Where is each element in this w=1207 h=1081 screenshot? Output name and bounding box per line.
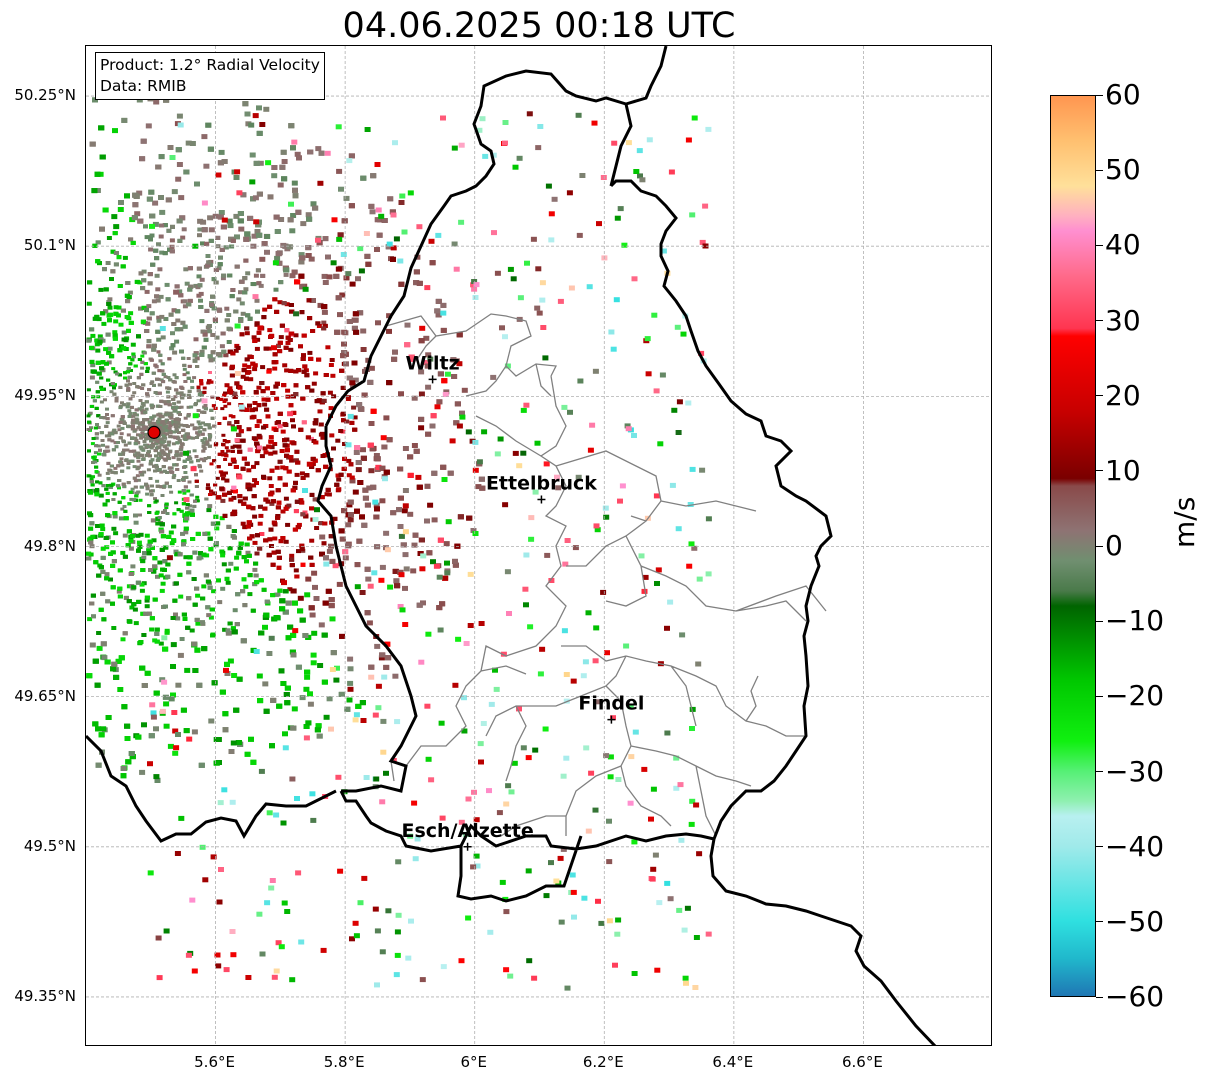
lat-tick-label: 49.95°N xyxy=(14,386,76,405)
colorbar-tick-mark xyxy=(1096,94,1103,96)
lat-tick-label: 49.8°N xyxy=(23,536,76,555)
colorbar-tick-mark xyxy=(1096,244,1103,246)
colorbar-tick-mark xyxy=(1096,395,1103,397)
radar-echoes xyxy=(86,88,712,991)
lon-tick-label: 6.6°E xyxy=(842,1053,883,1071)
grid-lines xyxy=(86,46,991,1045)
data-source-label: Data: RMIB xyxy=(100,77,187,95)
colorbar-tick-label: 60 xyxy=(1105,78,1141,111)
radar-map[interactable]: Wiltz Ettelbruck Findel Esch/Alzette xyxy=(86,46,992,1046)
borders xyxy=(86,46,937,1045)
luxembourg-border xyxy=(316,69,833,903)
east-border xyxy=(709,838,937,1045)
city-marker xyxy=(428,375,437,384)
lon-tick-label: 5.8°E xyxy=(323,1053,365,1071)
canton-boundaries xyxy=(385,313,827,837)
colorbar-tick-label: 10 xyxy=(1105,453,1141,487)
map-title: 04.06.2025 00:18 UTC xyxy=(342,6,736,46)
lon-tick-label: 6°E xyxy=(460,1053,487,1071)
colorbar-tick-label: 40 xyxy=(1105,228,1141,262)
lat-tick-label: 49.65°N xyxy=(14,686,76,705)
colorbar-tick-label: 20 xyxy=(1105,378,1141,412)
colorbar-tick-label: −20 xyxy=(1105,679,1165,713)
colorbar-tick-label: 50 xyxy=(1105,153,1141,187)
colorbar-tick-mark xyxy=(1096,620,1103,622)
colorbar-tick-mark xyxy=(1096,470,1103,472)
city-label: Wiltz xyxy=(406,352,460,374)
colorbar-tick-label: 30 xyxy=(1105,303,1141,337)
colorbar-tick-label: −30 xyxy=(1105,754,1165,788)
colorbar-tick-mark xyxy=(1096,169,1103,171)
map-panel[interactable]: Wiltz Ettelbruck Findel Esch/Alzette xyxy=(85,45,992,1046)
lat-tick-label: 50.25°N xyxy=(14,86,76,105)
colorbar-tick-mark xyxy=(1096,771,1103,772)
colorbar-tick-mark xyxy=(1096,921,1103,923)
colorbar-tick-label: −10 xyxy=(1105,604,1165,638)
west-inner-border xyxy=(326,261,391,426)
colorbar-unit-label: m/s xyxy=(1168,496,1201,548)
colorbar-tick-mark xyxy=(1096,846,1103,848)
city-label: Findel xyxy=(578,693,644,715)
lon-tick-label: 5.6°E xyxy=(194,1053,235,1071)
city-label: Esch/Alzette xyxy=(401,820,533,842)
north-border xyxy=(625,46,668,106)
colorbar-tick-label: −40 xyxy=(1105,829,1165,863)
radar-location-dot xyxy=(147,425,161,439)
colorbar-tick-mark xyxy=(1096,695,1103,697)
colorbar-tick-label: 0 xyxy=(1105,529,1123,562)
lat-tick-label: 50.1°N xyxy=(23,236,76,255)
lat-tick-label: 49.35°N xyxy=(14,986,76,1005)
south-border xyxy=(86,734,337,843)
city-label: Ettelbruck xyxy=(486,472,597,494)
city-marker xyxy=(463,842,472,851)
city-marker xyxy=(537,495,546,504)
lat-tick-label: 49.5°N xyxy=(23,836,76,855)
colorbar-tick-mark xyxy=(1096,996,1103,998)
colorbar-tick-mark xyxy=(1096,545,1103,547)
radar-site-marker xyxy=(147,425,161,439)
colorbar-tick-mark xyxy=(1096,320,1103,321)
colorbar-tick-label: −50 xyxy=(1105,904,1165,938)
product-label: Product: 1.2° Radial Velocity xyxy=(100,56,320,74)
colorbar-tick-label: −60 xyxy=(1105,980,1165,1013)
city-marker xyxy=(607,715,616,724)
velocity-colorbar xyxy=(1050,95,1096,997)
city-markers: Wiltz Ettelbruck Findel Esch/Alzette xyxy=(401,352,644,851)
lon-tick-label: 6.2°E xyxy=(582,1053,624,1071)
product-info-box: Product: 1.2° Radial Velocity Data: RMIB xyxy=(95,52,325,100)
lon-tick-label: 6.4°E xyxy=(712,1053,754,1071)
